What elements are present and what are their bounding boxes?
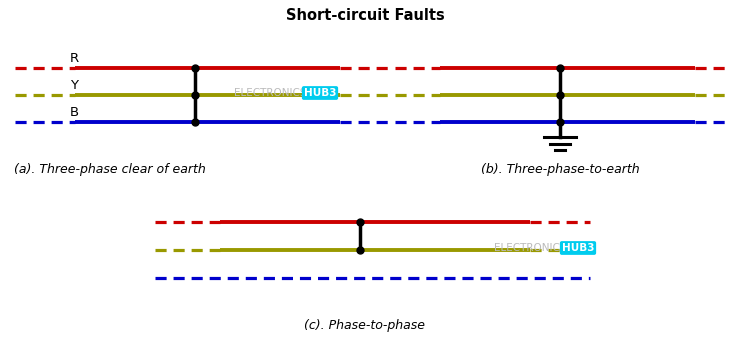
Text: ELECTRONICS: ELECTRONICS <box>493 243 567 253</box>
Text: Y: Y <box>70 79 78 92</box>
Text: HUB3: HUB3 <box>561 243 594 253</box>
Text: (a). Three-phase clear of earth: (a). Three-phase clear of earth <box>14 163 206 177</box>
Text: (b). Three-phase-to-earth: (b). Three-phase-to-earth <box>481 163 640 177</box>
Text: B: B <box>70 106 79 119</box>
Text: HUB3: HUB3 <box>304 88 336 98</box>
Text: (c). Phase-to-phase: (c). Phase-to-phase <box>305 319 425 332</box>
Text: R: R <box>70 52 79 65</box>
Text: Short-circuit Faults: Short-circuit Faults <box>286 8 444 23</box>
Text: ELECTRONICS: ELECTRONICS <box>234 88 306 98</box>
